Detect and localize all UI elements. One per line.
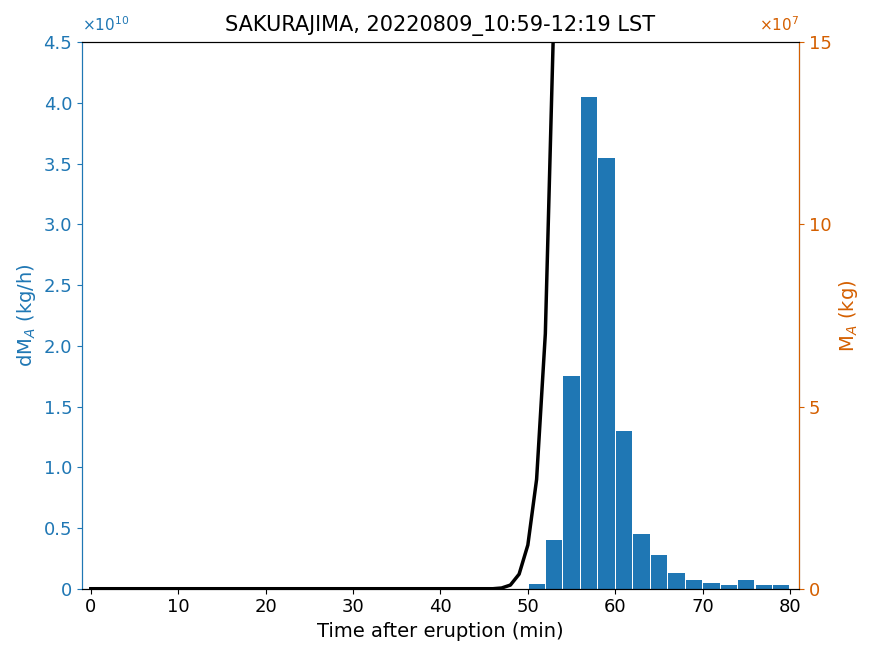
- Bar: [721, 585, 737, 588]
- Bar: [738, 580, 754, 588]
- Bar: [598, 157, 614, 588]
- Text: $\times10^{7}$: $\times10^{7}$: [759, 15, 799, 34]
- Bar: [774, 585, 789, 588]
- Bar: [546, 540, 562, 588]
- Bar: [756, 585, 772, 588]
- Bar: [616, 431, 632, 588]
- Bar: [528, 584, 544, 588]
- Bar: [634, 534, 649, 588]
- Bar: [686, 580, 702, 588]
- X-axis label: Time after eruption (min): Time after eruption (min): [317, 622, 564, 641]
- Bar: [581, 97, 597, 588]
- Y-axis label: M$_A$ (kg): M$_A$ (kg): [837, 279, 860, 352]
- Y-axis label: dM$_A$ (kg/h): dM$_A$ (kg/h): [15, 264, 38, 367]
- Bar: [668, 573, 684, 588]
- Bar: [704, 583, 719, 588]
- Text: $\times10^{10}$: $\times10^{10}$: [82, 15, 130, 34]
- Title: SAKURAJIMA, 20220809_10:59-12:19 LST: SAKURAJIMA, 20220809_10:59-12:19 LST: [226, 15, 655, 36]
- Bar: [564, 376, 579, 588]
- Bar: [651, 555, 667, 588]
